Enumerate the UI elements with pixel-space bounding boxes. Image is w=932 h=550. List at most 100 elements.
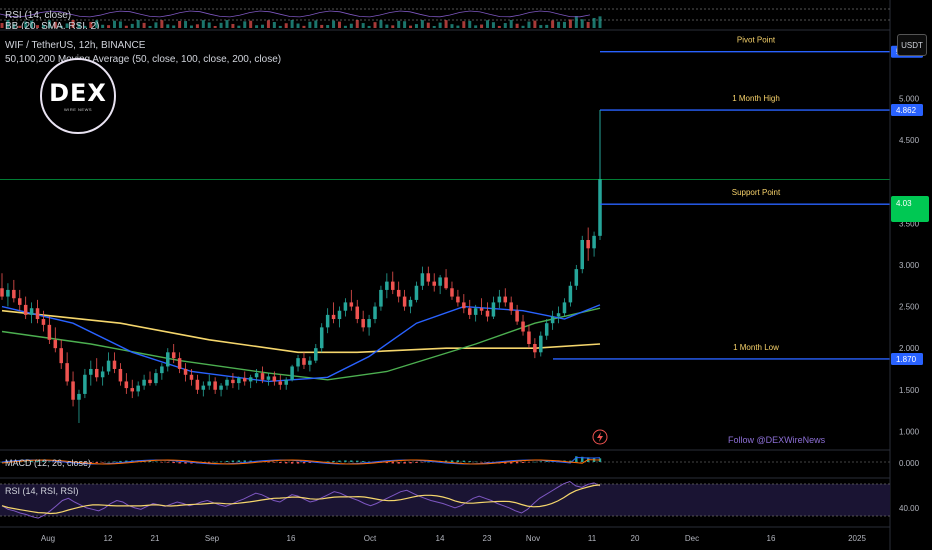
top-pane-bar	[503, 23, 507, 28]
lightning-icon[interactable]	[592, 429, 608, 445]
price-axis-tick: 4.500	[899, 136, 920, 145]
time-axis-tick: 16	[767, 534, 776, 543]
top-pane-bar	[219, 22, 223, 28]
top-pane-bar	[36, 25, 40, 28]
candle-body	[225, 379, 229, 386]
top-pane-bar	[302, 25, 306, 28]
candle-body	[290, 366, 294, 380]
macd-histogram-bar	[30, 460, 33, 462]
candle-body	[260, 373, 265, 380]
top-pane-bar	[261, 24, 265, 28]
macd-histogram-bar	[279, 462, 282, 464]
last-price-tag	[891, 196, 929, 222]
top-pane-rsi-line	[0, 10, 591, 18]
macd-histogram-bar	[527, 462, 531, 463]
macd-histogram-bar	[367, 461, 371, 463]
rsi-label: RSI (14, RSI, RSI)	[5, 486, 79, 496]
macd-histogram-bar	[509, 462, 513, 464]
top-pane-bar	[0, 23, 4, 28]
top-pane-bar	[24, 21, 28, 28]
price-axis-tick: 1.500	[899, 386, 920, 395]
macd-histogram-bar	[575, 456, 578, 462]
top-pane-bar	[71, 20, 75, 28]
candle-body	[284, 379, 288, 385]
macd-histogram-bar	[545, 460, 548, 462]
candle-body	[527, 331, 531, 344]
top-pane-bar	[213, 25, 217, 28]
top-bb-label: BB (20, SMA, RSI, 2)	[5, 21, 100, 32]
currency-button[interactable]: USDT	[897, 34, 927, 56]
candle-body	[314, 348, 318, 361]
macd-histogram-bar	[148, 461, 152, 462]
top-pane-bar	[326, 25, 330, 28]
macd-histogram-bar	[296, 462, 300, 464]
top-pane-bar	[391, 25, 395, 28]
macd-histogram-bar	[474, 461, 477, 463]
candle-body	[296, 358, 300, 367]
top-pane-bar	[195, 24, 199, 28]
ma-indicator-label[interactable]: 50,100,200 Moving Average (50, close, 10…	[5, 54, 282, 65]
macd-histogram-bar	[456, 460, 460, 462]
candle-body	[414, 285, 419, 300]
top-pane-bar	[438, 22, 442, 28]
dex-logo: DEX WIRE NEWS	[40, 58, 116, 134]
candle-body	[23, 304, 28, 315]
candle-body	[154, 373, 158, 384]
top-pane-bar	[361, 23, 365, 28]
macd-histogram-bar	[225, 460, 229, 462]
macd-histogram-bar	[267, 462, 270, 463]
top-pane-bar	[136, 20, 140, 28]
macd-histogram-bar	[184, 462, 187, 464]
top-pane-bar	[249, 20, 253, 28]
candle-body	[479, 308, 484, 311]
time-axis-tick: 14	[436, 534, 445, 543]
ma200-line	[1, 309, 601, 354]
candle-body	[497, 296, 502, 303]
top-pane-bar	[598, 16, 602, 28]
time-axis-tick: 2025	[848, 534, 866, 543]
macd-histogram-bar	[290, 462, 294, 464]
macd-histogram-bar	[237, 460, 241, 462]
top-pane-bar	[6, 20, 10, 28]
macd-histogram-bar	[273, 462, 276, 463]
top-pane-bar	[515, 23, 519, 28]
candle-body	[361, 319, 365, 328]
top-pane-bar	[533, 20, 537, 28]
candle-body	[18, 298, 22, 305]
top-pane-bar	[349, 23, 353, 28]
candle-body	[373, 306, 377, 320]
candle-body	[237, 378, 241, 384]
top-pane-bar	[30, 20, 34, 28]
macd-histogram-bar	[515, 462, 519, 464]
candle-body	[539, 335, 543, 353]
macd-histogram-bar	[249, 460, 252, 462]
macd-histogram-bar	[480, 462, 483, 463]
top-pane-bar	[414, 24, 418, 28]
top-pane-bar	[124, 25, 128, 28]
top-pane-bar	[255, 25, 259, 28]
macd-histogram-bar	[231, 460, 235, 462]
time-axis-tick: 23	[483, 534, 492, 543]
level-value: 4.862	[896, 106, 917, 115]
top-pane-bar	[497, 25, 501, 28]
top-pane-bar	[314, 20, 318, 28]
level-tag	[891, 104, 923, 117]
time-axis-tick: 21	[151, 534, 160, 543]
macd-histogram-bar	[338, 460, 341, 462]
candle-body	[544, 323, 549, 336]
macd-histogram-bar	[113, 461, 116, 462]
candle-body	[598, 179, 602, 236]
top-pane-bar	[112, 20, 116, 28]
candle-body	[485, 310, 490, 317]
level-label: 1 Month Low	[733, 343, 779, 352]
candle-body	[337, 310, 342, 320]
top-pane-bar	[184, 21, 188, 28]
level-label: Support Point	[732, 188, 781, 197]
candle-body	[35, 308, 40, 320]
candle-body	[473, 308, 478, 315]
macd-histogram-bar	[397, 462, 400, 464]
candle-body	[183, 368, 188, 375]
top-pane-bar	[379, 20, 383, 28]
symbol-title[interactable]: WIF / TetherUS, 12h, BINANCE	[5, 40, 146, 51]
